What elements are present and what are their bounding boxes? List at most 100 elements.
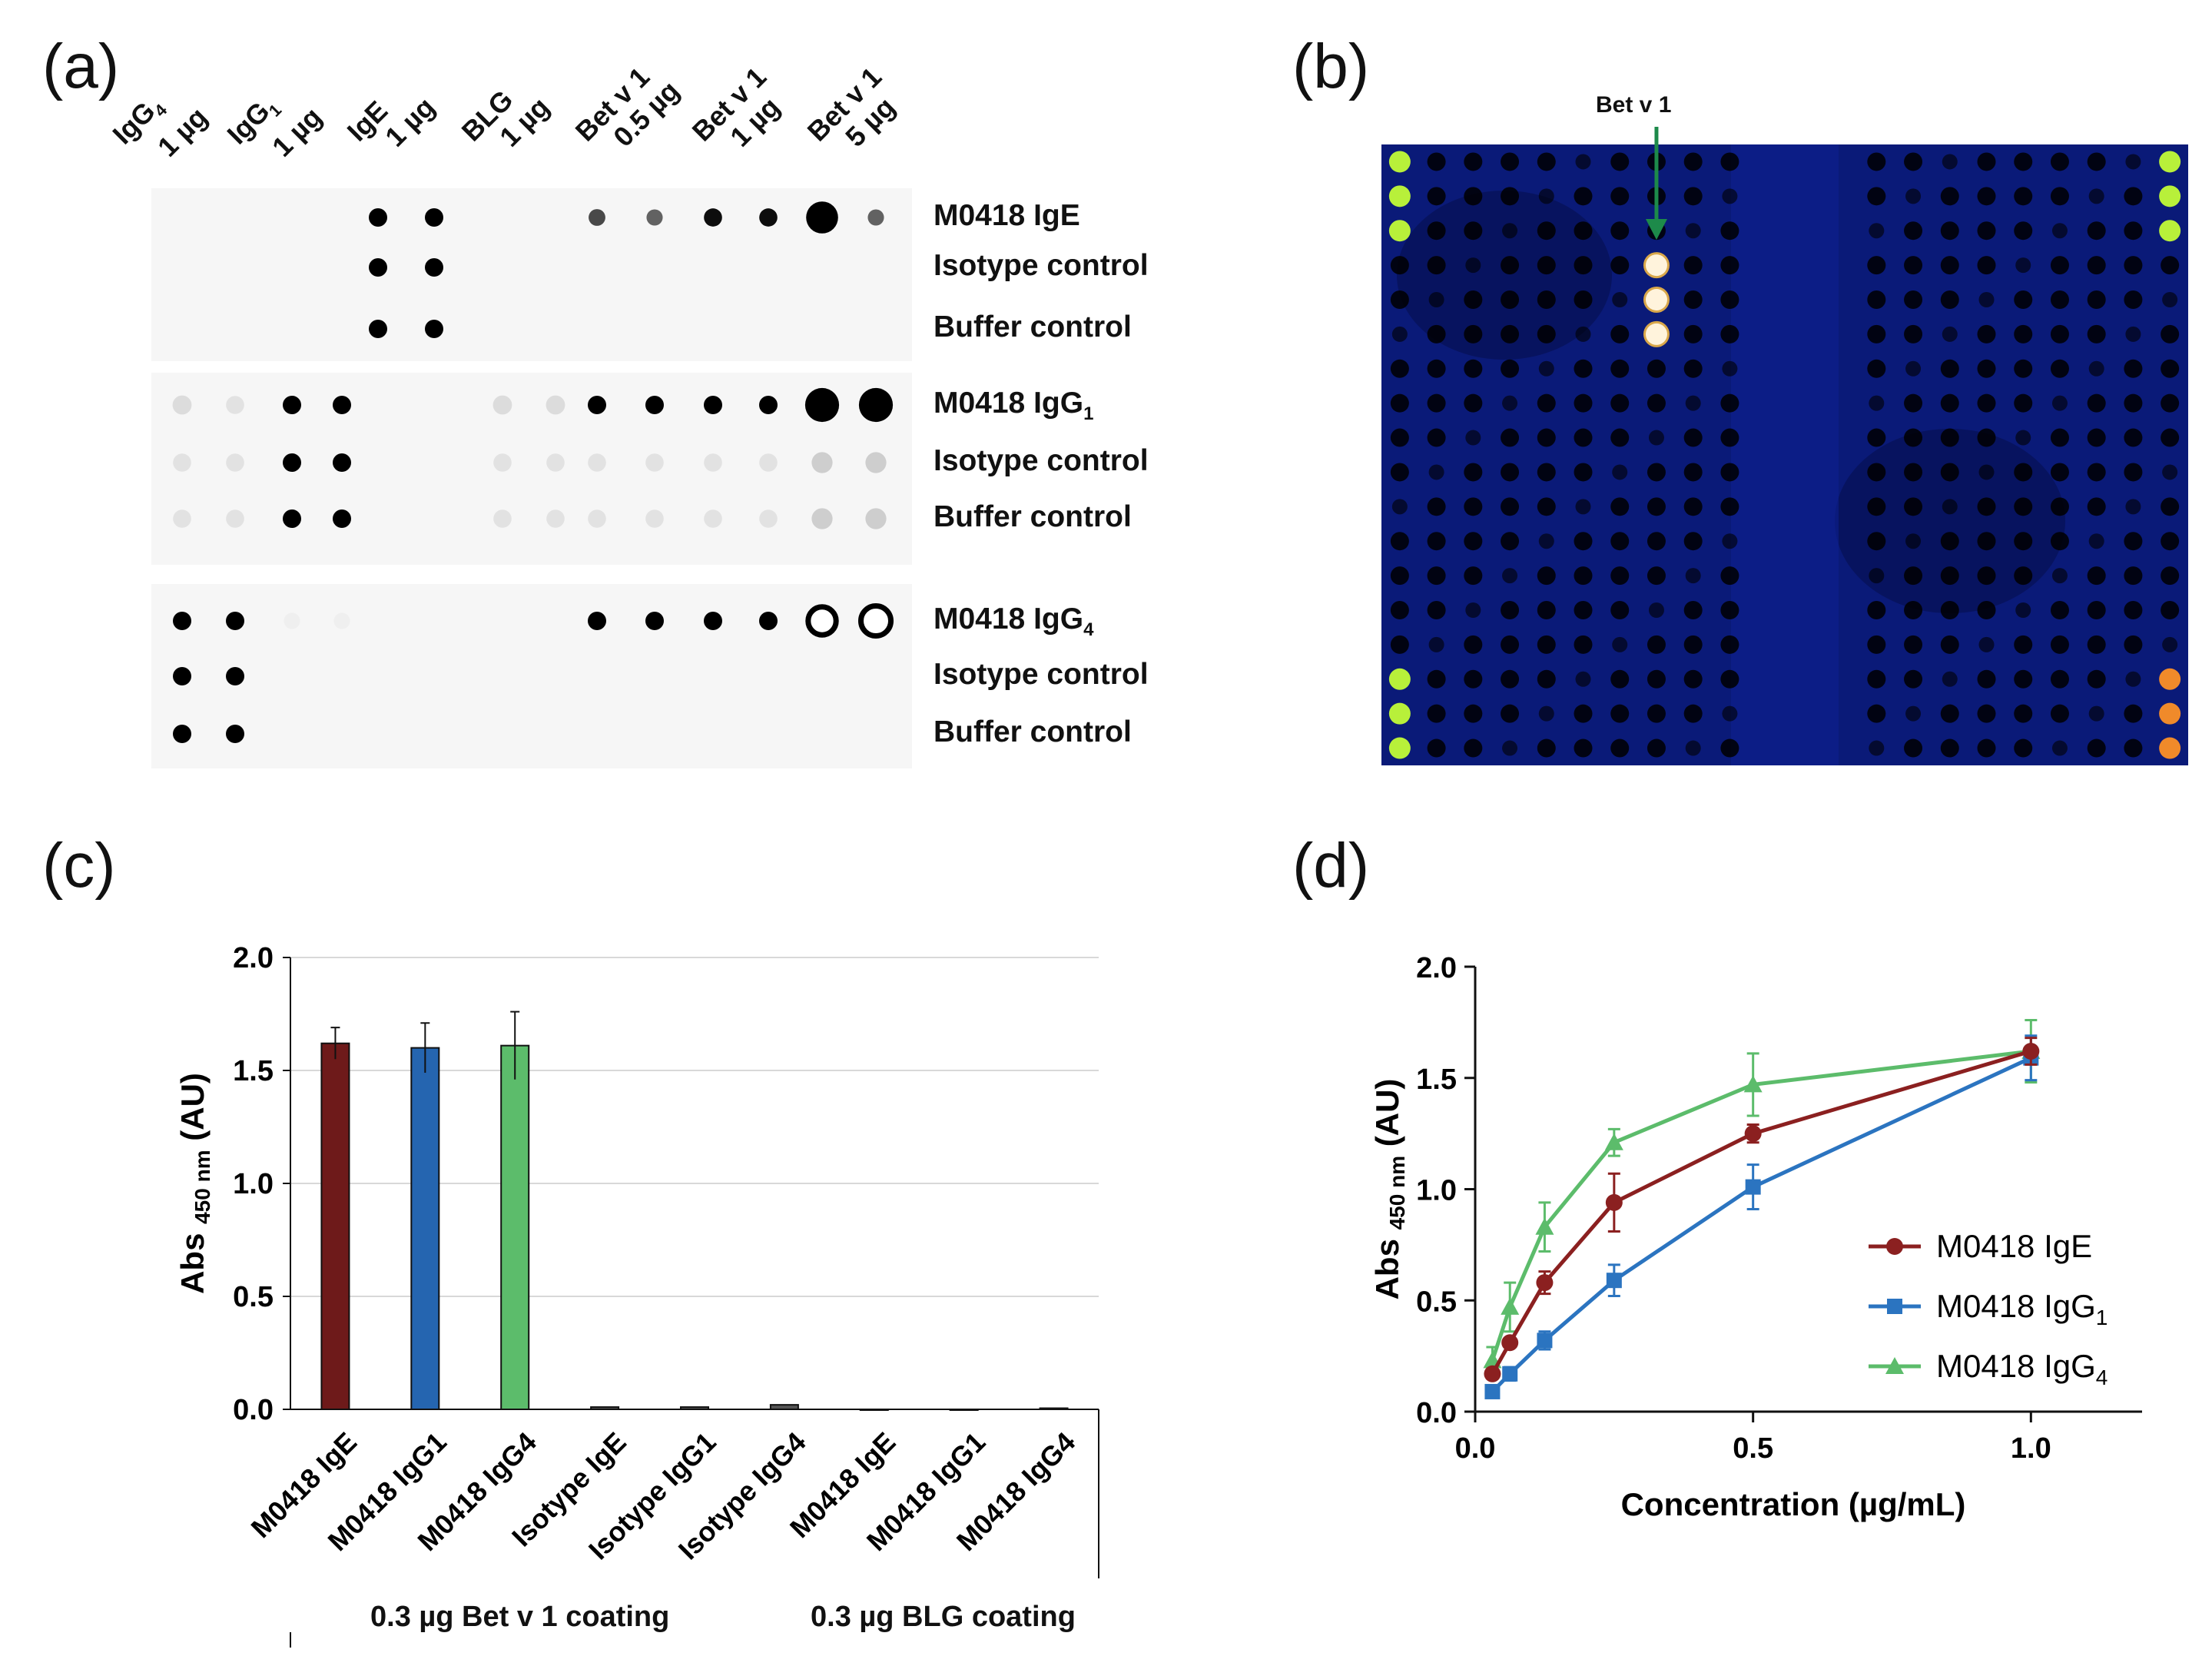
array-spot [2014,359,2033,378]
array-spot [1977,566,1996,586]
array-spot [2051,223,2068,239]
array-spot [1940,256,1959,275]
array-spot [1390,290,1409,309]
array-spot [2088,533,2104,549]
array-spot [2050,187,2069,206]
array-spot [1940,738,1959,758]
array-spot [2087,221,2106,241]
array-spot [1940,704,1959,723]
y-tick-label: 2.0 [233,942,274,974]
array-spot [1501,359,1520,378]
blot-dot [759,509,778,528]
array-spot [2050,704,2069,723]
array-spot [2162,292,2178,307]
array-spot [1683,256,1703,275]
array-spot [2088,360,2104,377]
data-point [1502,1366,1518,1382]
array-spot [1538,533,1554,549]
blot-dot [333,453,351,472]
data-point [1606,1273,1622,1289]
data-point [1484,1365,1501,1382]
array-spot [1940,290,1959,309]
array-spot [2087,393,2106,413]
bar [320,1042,350,1410]
blot-dot [588,453,606,472]
blot-dot [492,395,512,415]
array-spot [1427,497,1446,516]
array-spot [2124,393,2143,413]
group-label-bet-v-1: 0.3 µg Bet v 1 coating [370,1601,670,1633]
array-spot [1940,566,1959,586]
array-spot [2161,359,2180,378]
array-spot [1427,704,1446,723]
bar [500,1044,530,1410]
array-spot [1390,601,1409,619]
array-spot [1427,566,1446,586]
array-spot [1575,154,1591,170]
array-spot [1501,152,1520,171]
array-spot [1427,152,1446,171]
array-spot [1942,499,1958,515]
array-spot [1685,223,1701,239]
data-point [1537,1332,1553,1349]
array-spot [2050,256,2069,275]
data-point [1744,1125,1762,1143]
blot-dot [369,258,387,277]
array-spot [1867,669,1886,689]
array-spot [1574,601,1593,619]
array-spot [1977,738,1996,758]
array-spot [1867,635,1886,654]
array-spot [1977,393,1996,413]
array-spot [2014,187,2033,206]
array-spot [2124,532,2143,551]
array-spot [2014,532,2033,551]
x-tick-label: 1.0 [2011,1432,2051,1465]
array-spot [1647,359,1666,378]
array-spot [1501,635,1520,654]
array-spot [2050,359,2069,378]
array-spot [1574,704,1593,723]
array-spot [1645,323,1667,345]
array-spot [1905,705,1922,722]
array-spot [1610,428,1630,447]
array-spot [2159,668,2181,690]
array-spot [1390,463,1409,482]
array-spot [2161,256,2180,275]
array-spot [2159,185,2181,207]
legend-label: M0418 IgG1 [1936,1288,2108,1329]
bar [410,1047,440,1410]
array-spot [1647,566,1666,586]
array-spot [1940,463,1959,482]
arrow-head-icon [1645,219,1667,240]
blot-dot [811,508,833,529]
array-spot [1574,256,1593,275]
array-spot [1610,497,1630,516]
array-spot [1464,187,1483,206]
blot-dot [172,395,192,415]
blot-dot [704,396,722,414]
array-spot [1867,290,1886,309]
data-point [1605,1193,1623,1211]
blot-dot [546,395,565,415]
array-spot [1574,359,1593,378]
blot-row-label: Buffer control [934,500,1132,533]
array-spot [2124,738,2143,758]
blot-dot [645,453,664,472]
array-spot [1575,499,1591,515]
array-spot [2015,257,2031,274]
array-spot [1610,669,1630,689]
array-spot [1575,326,1591,342]
array-spot [1977,256,1996,275]
blot-dot [173,667,191,685]
blot-dot [805,604,839,638]
array-spot [1720,393,1739,413]
array-spot [1683,152,1703,171]
array-spot [1720,635,1739,654]
array-spot [2124,359,2143,378]
array-spot [1904,152,1923,171]
blot-row-label: Buffer control [934,310,1132,343]
array-spot [2124,601,2143,619]
blot-dot [333,612,350,629]
array-spot [2014,497,2033,516]
legend-label: M0418 IgG4 [1936,1348,2108,1389]
